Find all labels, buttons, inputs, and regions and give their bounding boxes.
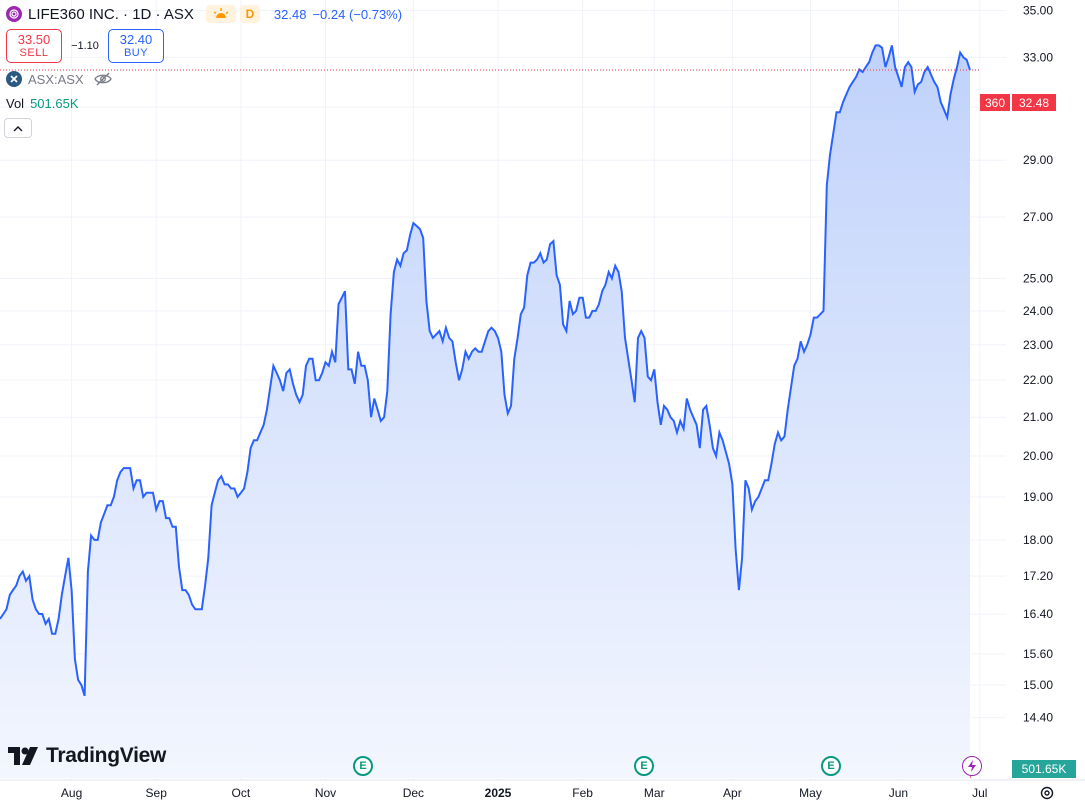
y-tick-label: 14.40 <box>1023 711 1053 725</box>
x-tick-label: Jun <box>889 786 908 800</box>
y-tick-label: 15.00 <box>1023 678 1053 692</box>
y-tick-label: 23.00 <box>1023 338 1053 352</box>
x-tick-label: Nov <box>315 786 336 800</box>
volume-tag: 501.65K <box>1012 760 1076 778</box>
y-tick-label: 27.00 <box>1023 210 1053 224</box>
y-tick-label: 17.20 <box>1023 569 1053 583</box>
trade-panel: 33.50 SELL −1.10 32.40 BUY <box>6 28 164 64</box>
sell-button[interactable]: 33.50 SELL <box>6 29 62 63</box>
gear-icon[interactable] <box>1038 784 1056 802</box>
last-price-tag: 32.48 <box>1012 94 1056 111</box>
y-tick-label: 33.00 <box>1023 50 1053 64</box>
exchange-label: ASX:ASX <box>28 71 84 87</box>
y-tick-label: 19.00 <box>1023 490 1053 504</box>
sell-price: 33.50 <box>17 31 51 47</box>
chevron-up-icon <box>13 119 23 137</box>
volume-legend: Vol 501.65K <box>6 94 79 112</box>
collapse-legend-button[interactable] <box>4 118 32 138</box>
buy-button[interactable]: 32.40 BUY <box>108 29 164 63</box>
x-tick-label: Oct <box>232 786 251 800</box>
sell-label: SELL <box>19 47 49 60</box>
x-tick-label: Aug <box>61 786 82 800</box>
earnings-icon[interactable]: E <box>821 756 841 776</box>
y-tick-label: 20.00 <box>1023 449 1053 463</box>
eye-off-icon[interactable] <box>93 72 112 86</box>
tradingview-logo-text: TradingView <box>46 744 167 767</box>
x-tick-label: Dec <box>403 786 424 800</box>
spread-value: −1.10 <box>71 40 99 52</box>
x-tick-label: Mar <box>644 786 665 800</box>
exchange-source: ASX:ASX <box>6 69 112 89</box>
y-tick-label: 24.00 <box>1023 304 1053 318</box>
y-tick-label: 16.40 <box>1023 607 1053 621</box>
symbol-title[interactable]: LIFE360 INC. · 1D · ASX <box>28 5 194 23</box>
life360-logo-icon <box>6 6 22 22</box>
y-tick-label: 18.00 <box>1023 533 1053 547</box>
time-axis[interactable]: Aug Sep Oct Nov Dec 2025 Feb Mar Apr May Jun Jul <box>0 779 1085 800</box>
x-tick-label: Sep <box>146 786 168 800</box>
y-tick-label: 35.00 <box>1023 4 1053 18</box>
x-tick-label: Jul <box>972 786 987 800</box>
x-tick-label: 2025 <box>485 786 512 800</box>
y-tick-label: 29.00 <box>1023 153 1053 167</box>
interval-badge[interactable]: D <box>239 5 260 23</box>
buy-price: 32.40 <box>119 31 153 47</box>
lightning-icon[interactable] <box>962 756 982 776</box>
sun-icon[interactable] <box>205 5 236 23</box>
tradingview-logo[interactable]: TradingView <box>8 744 166 768</box>
change-value: −0.24 (−0.73%) <box>312 6 403 22</box>
price-line <box>0 44 971 697</box>
y-tick-label: 22.00 <box>1023 373 1053 387</box>
x-tick-label: Apr <box>723 786 742 800</box>
volume-label[interactable]: Vol <box>6 95 25 111</box>
ohlc-values: 32.48 −0.24 (−0.73%) <box>274 7 408 22</box>
last-value: 32.48 <box>273 6 307 22</box>
symbol-price-tag: 360 <box>980 94 1010 111</box>
price-axis[interactable]: 14.40 15.00 15.60 16.40 17.20 18.00 19.00 20.00… <box>1006 0 1053 810</box>
earnings-icon[interactable]: E <box>634 756 654 776</box>
earnings-icon[interactable]: E <box>353 756 373 776</box>
y-tick-label: 21.00 <box>1023 410 1053 424</box>
buy-label: BUY <box>123 47 149 60</box>
x-tick-label: Feb <box>572 786 593 800</box>
x-tick-label: May <box>799 786 822 800</box>
y-tick-label: 25.00 <box>1023 271 1053 285</box>
asx-logo-icon <box>6 71 22 87</box>
tradingview-mark-icon <box>8 747 40 765</box>
price-area-fill <box>0 45 970 778</box>
symbol-legend: LIFE360 INC. · 1D · ASX D 32.48 −0.24 (−0… <box>6 4 408 24</box>
volume-value: 501.65K <box>30 95 79 111</box>
y-tick-label: 15.60 <box>1023 647 1053 661</box>
